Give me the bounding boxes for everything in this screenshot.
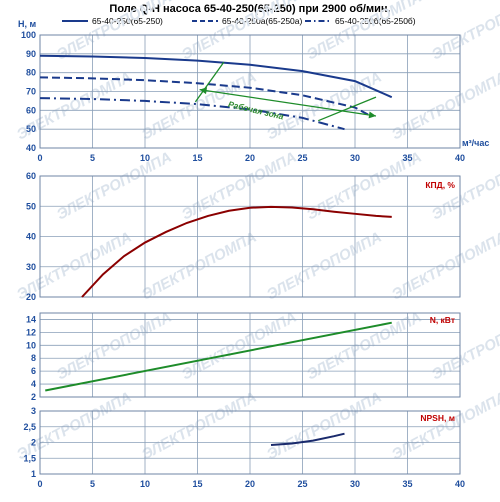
y-tick-label: 6 bbox=[31, 366, 36, 376]
power-label: N, кВт bbox=[430, 315, 455, 325]
head-curve-2 bbox=[39, 76, 372, 117]
work-zone-arrow-line bbox=[199, 88, 377, 117]
marks-layer bbox=[39, 54, 393, 447]
npsh-curve bbox=[270, 432, 345, 447]
y-tick-label: 60 bbox=[26, 105, 36, 115]
panel-frame bbox=[39, 175, 461, 298]
x-tick-label: 15 bbox=[192, 153, 202, 163]
panel-frame bbox=[39, 34, 461, 149]
legend: 65-40-250(65-250) 65-40-250а(65-250а) 65-4… bbox=[62, 16, 416, 26]
legend-label-2: 65-40-250а(65-250а) bbox=[222, 16, 303, 26]
panel-frame bbox=[39, 312, 461, 398]
y-tick-label: 4 bbox=[31, 379, 36, 389]
watermark-text: ЭЛЕКТРОПОМПА bbox=[389, 69, 500, 144]
watermark-text: ЭЛЕКТРОПОМПА bbox=[179, 309, 300, 384]
watermark-text: ЭЛЕКТРОПОМПА bbox=[304, 309, 425, 384]
x-tick-label: 10 bbox=[140, 153, 150, 163]
y-tick-label: 30 bbox=[26, 262, 36, 272]
eff-label: КПД, % bbox=[425, 180, 455, 190]
work-zone-label: Рабочая зона bbox=[227, 99, 285, 122]
panel-frame bbox=[39, 410, 461, 475]
y-tick-label: 2 bbox=[31, 438, 36, 448]
x-tick-label: 0 bbox=[37, 479, 42, 489]
y-tick-label: 2,5 bbox=[23, 422, 36, 432]
x-tick-label: 35 bbox=[402, 153, 412, 163]
work-zone-left-boundary bbox=[194, 61, 225, 103]
x-tick-label: 40 bbox=[455, 479, 465, 489]
x-axis-unit: м³/час bbox=[462, 138, 489, 148]
x-tick-label: 25 bbox=[297, 153, 307, 163]
work-zone-arrowhead-left bbox=[199, 87, 208, 95]
x-tick-label: 35 bbox=[402, 479, 412, 489]
work-zone-arrowhead-right bbox=[368, 111, 376, 119]
y-tick-label: 60 bbox=[26, 171, 36, 181]
work-zone-right-boundary bbox=[318, 96, 377, 122]
y-tick-label: 80 bbox=[26, 68, 36, 78]
y-tick-label: 8 bbox=[31, 353, 36, 363]
watermark-text: ЭЛЕКТРОПОМПА bbox=[139, 389, 260, 464]
watermark-text: ЭЛЕКТРОПОМПА bbox=[389, 389, 500, 464]
x-tick-label: 15 bbox=[192, 479, 202, 489]
y-tick-label: 40 bbox=[26, 232, 36, 242]
x-tick-label: 0 bbox=[37, 153, 42, 163]
x-tick-label: 10 bbox=[140, 479, 150, 489]
y-tick-label: 14 bbox=[26, 314, 36, 324]
watermark-text: ЭЛЕКТРОПОМПА bbox=[264, 229, 385, 304]
watermark-text: ЭЛЕКТРОПОМПА bbox=[139, 229, 260, 304]
x-tick-label: 30 bbox=[350, 153, 360, 163]
legend-label-3: 65-40-250б(65-250б) bbox=[335, 16, 416, 26]
y-tick-label: 90 bbox=[26, 49, 36, 59]
y-tick-label: 50 bbox=[26, 124, 36, 134]
y-tick-label: 40 bbox=[26, 143, 36, 153]
y-tick-label: 20 bbox=[26, 292, 36, 302]
watermark-layer: ЭЛЕКТРОПОМПА ЭЛЕКТРОПОМПА ЭЛЕКТРОПОМПА ЭЛЕК… bbox=[14, 0, 500, 464]
head-curve-3 bbox=[39, 97, 345, 131]
x-tick-label: 30 bbox=[350, 479, 360, 489]
x-tick-label: 20 bbox=[245, 479, 255, 489]
watermark-text: ЭЛЕКТРОПОМПА bbox=[54, 309, 175, 384]
y-tick-label: 100 bbox=[21, 30, 36, 40]
watermark-text: ЭЛЕКТРОПОМПА bbox=[389, 229, 500, 304]
x-tick-label: 25 bbox=[297, 479, 307, 489]
y-tick-label: 10 bbox=[26, 340, 36, 350]
x-tick-label: 5 bbox=[90, 153, 95, 163]
y-tick-label: 50 bbox=[26, 201, 36, 211]
x-tick-label: 40 bbox=[455, 153, 465, 163]
y-tick-label: 1,5 bbox=[23, 453, 36, 463]
legend-label-1: 65-40-250(65-250) bbox=[92, 16, 163, 26]
x-tick-label: 20 bbox=[245, 153, 255, 163]
eff-curve bbox=[81, 205, 392, 298]
y-tick-label: 12 bbox=[26, 327, 36, 337]
watermark-text: ЭЛЕКТРОПОМПА bbox=[264, 389, 385, 464]
y-tick-label: 3 bbox=[31, 406, 36, 416]
y-tick-label: 1 bbox=[31, 469, 36, 479]
chart-title: Поле Q-H насоса 65-40-250(65-250) при 29… bbox=[109, 3, 390, 15]
y-tick-label: 70 bbox=[26, 87, 36, 97]
y-tick-label: 2 bbox=[31, 392, 36, 402]
watermark-text: ЭЛЕКТРОПОМПА bbox=[54, 149, 175, 224]
x-tick-label: 5 bbox=[90, 479, 95, 489]
npsh-label: NPSH, м bbox=[420, 413, 455, 423]
y-axis-label: H, м bbox=[18, 19, 37, 29]
grid-layer bbox=[39, 34, 461, 475]
power-curve bbox=[45, 321, 392, 392]
watermark-text: ЭЛЕКТРОПОМПА bbox=[264, 69, 385, 144]
